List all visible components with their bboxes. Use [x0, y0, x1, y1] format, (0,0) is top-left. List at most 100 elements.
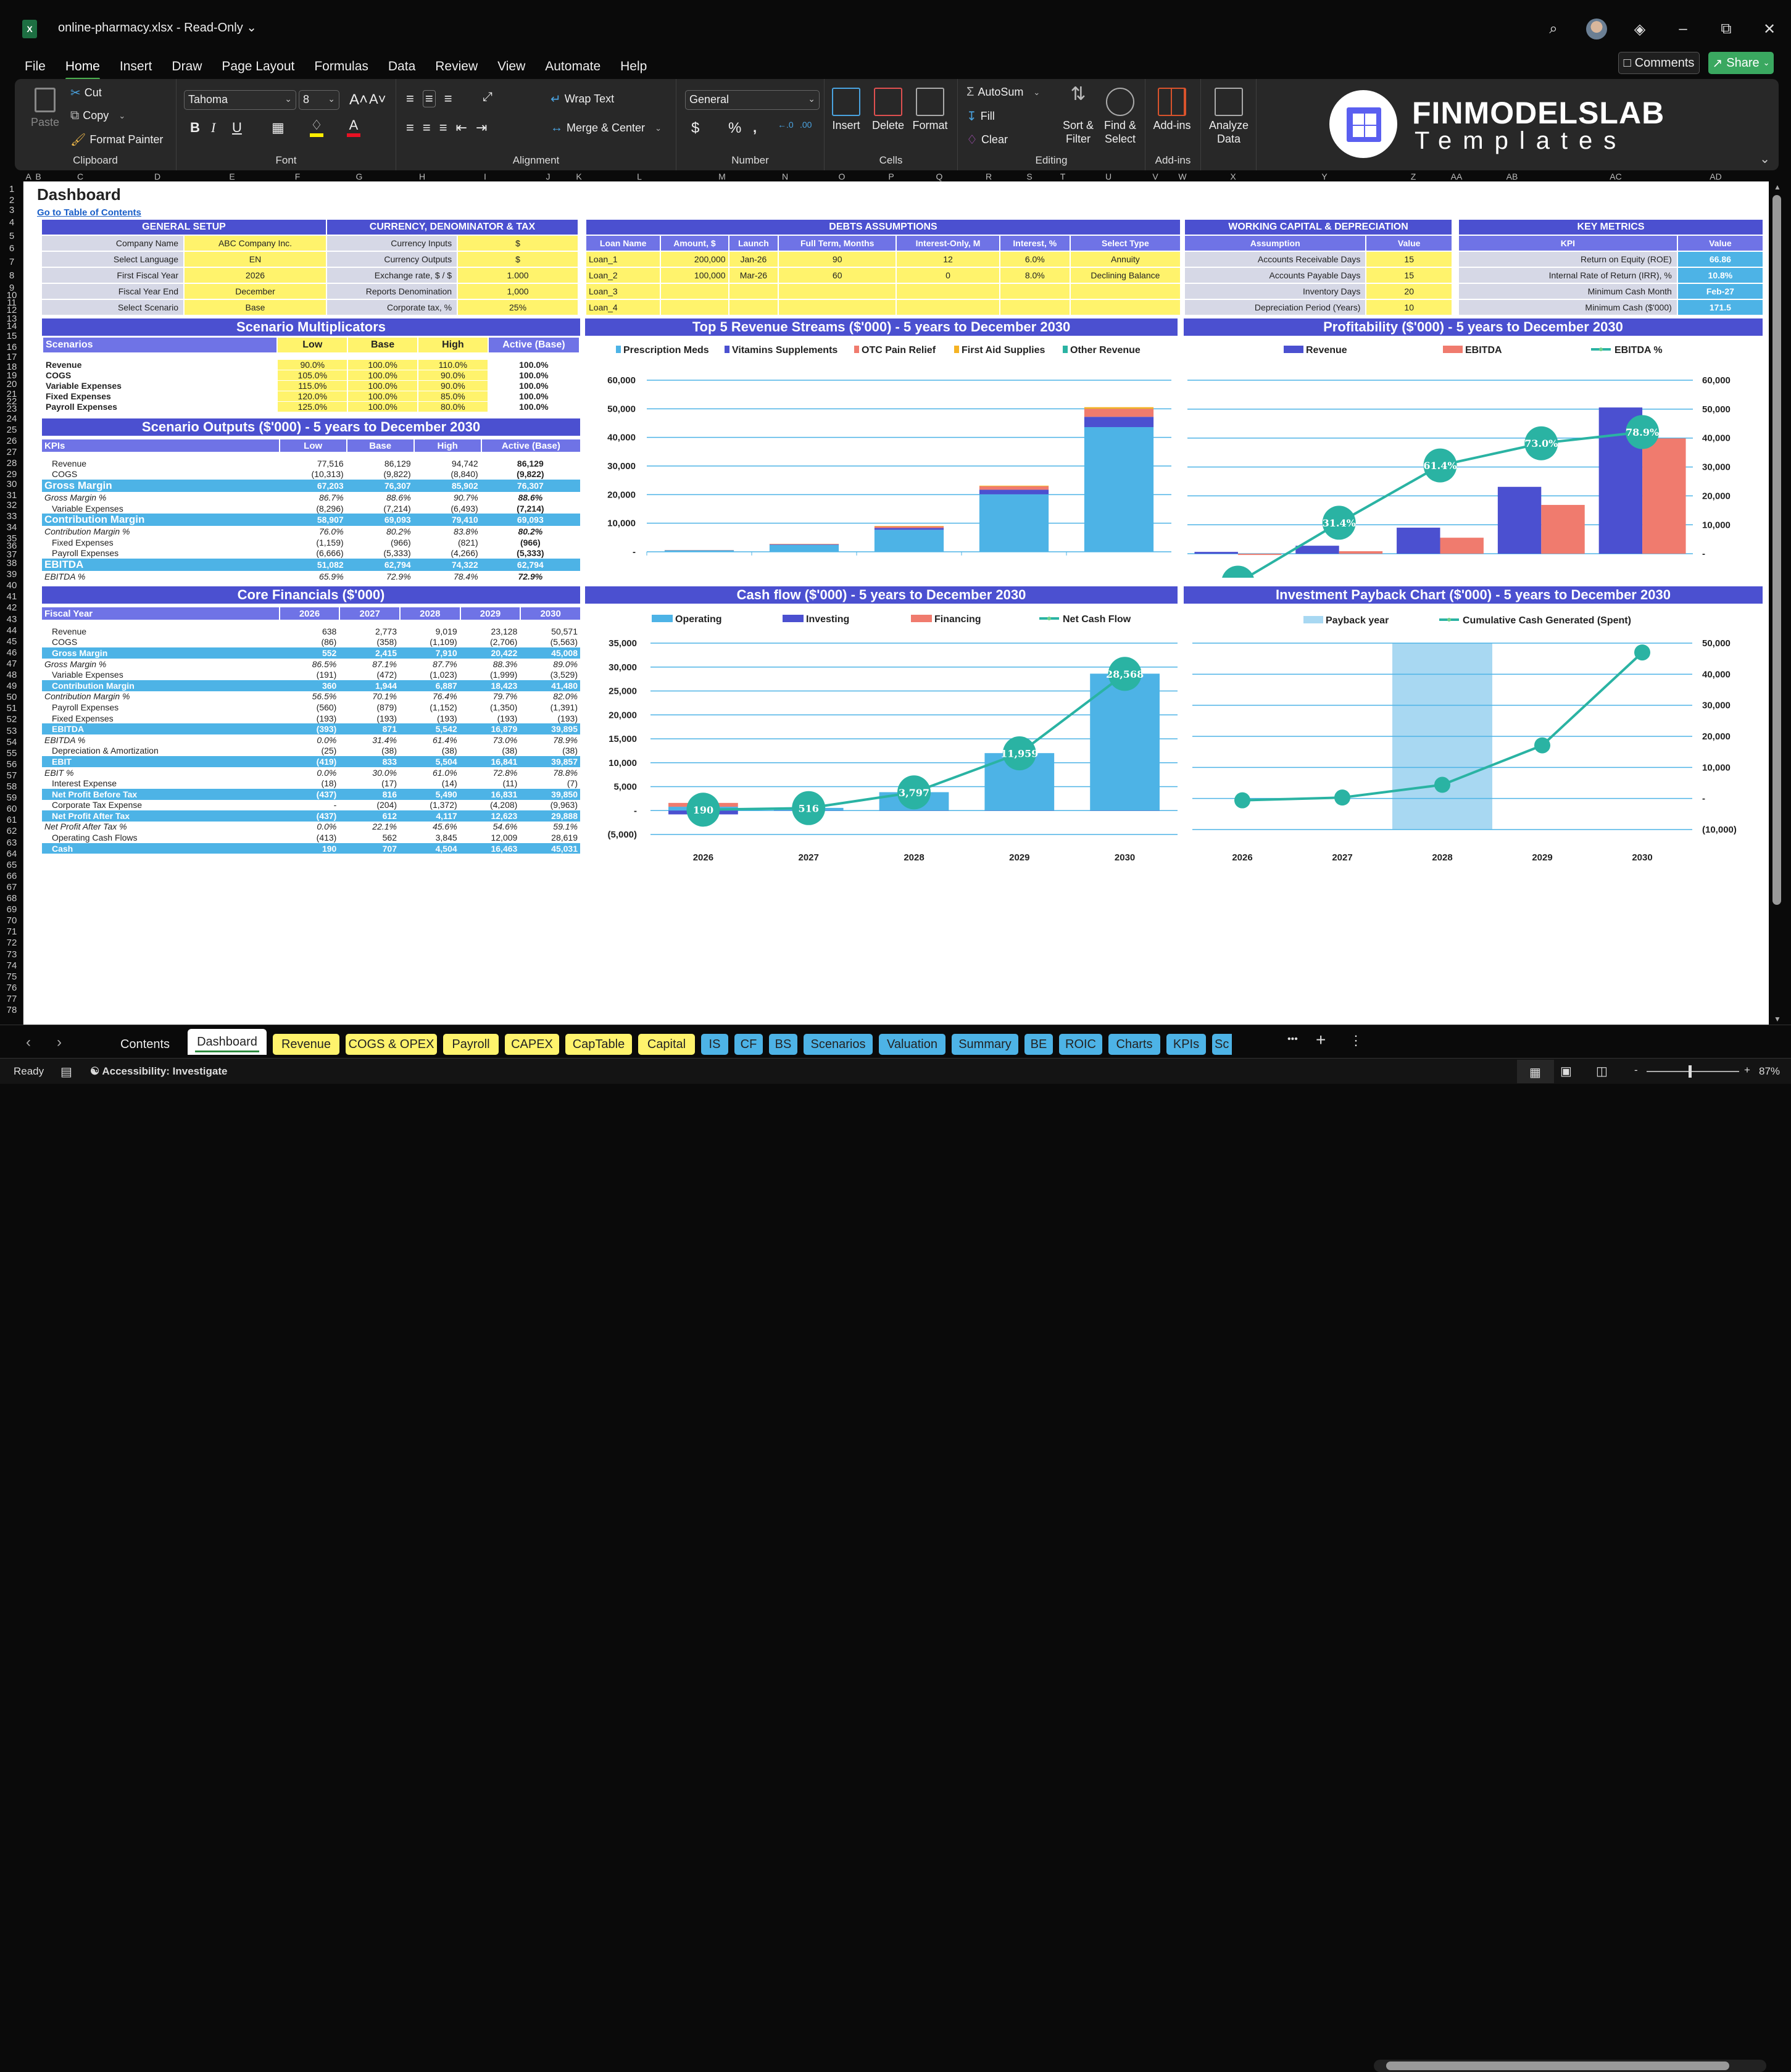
grow-font-button[interactable]: A˄ [349, 91, 368, 109]
bar-segment[interactable] [1084, 417, 1153, 427]
menu-draw[interactable]: Draw [172, 57, 202, 77]
row-header[interactable]: 56 [0, 759, 23, 770]
shrink-font-button[interactable]: A˅ [369, 91, 386, 107]
sheet-tab-capital[interactable]: Capital [638, 1034, 695, 1055]
row-value[interactable]: ABC Company Inc. [185, 236, 326, 251]
scroll-down-icon[interactable]: ▼ [1774, 1015, 1781, 1023]
cash-bar-segment[interactable] [1090, 673, 1160, 810]
format-cells-button[interactable]: Format [910, 88, 950, 132]
row-header[interactable]: 66 [0, 871, 23, 881]
column-header-M[interactable]: M [718, 172, 726, 181]
row-header[interactable]: 23 [0, 404, 23, 414]
align-middle-icon[interactable]: ≡ [423, 90, 436, 107]
row-value[interactable]: $ [458, 236, 578, 251]
row-value[interactable]: 20 [1366, 284, 1452, 299]
tab-prev-button[interactable]: ‹ [26, 1034, 31, 1051]
sheet-tab-cogs-opex[interactable]: COGS & OPEX [346, 1034, 437, 1055]
row-header[interactable]: 29 [0, 469, 23, 480]
sheet-tab-capex[interactable]: CAPEX [505, 1034, 559, 1055]
loan-cell[interactable]: 12 [897, 252, 999, 267]
row-header[interactable]: 31 [0, 490, 23, 501]
row-header[interactable]: 53 [0, 726, 23, 736]
bar-segment[interactable] [875, 526, 944, 528]
vertical-scrollbar[interactable]: ▲▼ [1769, 181, 1791, 1025]
sheet-tab-be[interactable]: BE [1024, 1034, 1053, 1055]
menu-page-layout[interactable]: Page Layout [222, 57, 294, 77]
row-header[interactable]: 51 [0, 703, 23, 714]
scenario-cell[interactable]: 90.0% [418, 381, 488, 391]
align-right-icon[interactable]: ≡ [439, 120, 447, 136]
column-header-E[interactable]: E [229, 172, 235, 181]
column-header-R[interactable]: R [986, 172, 992, 181]
number-format-select[interactable]: General⌄ [685, 90, 820, 110]
column-header-AB[interactable]: AB [1506, 172, 1518, 181]
scenario-cell[interactable]: 100.0% [348, 381, 417, 391]
loan-cell[interactable]: Loan_2 [586, 268, 660, 283]
revenue-bar[interactable] [1498, 487, 1541, 554]
sheet-tab-valuation[interactable]: Valuation [879, 1034, 945, 1055]
fill-button[interactable]: ↧Fill [966, 109, 995, 124]
loan-cell[interactable] [661, 300, 728, 315]
row-header[interactable]: 7 [0, 257, 23, 267]
row-header[interactable]: 54 [0, 737, 23, 747]
column-header-O[interactable]: O [839, 172, 846, 181]
underline-button[interactable]: U [232, 120, 242, 136]
sheet-tab-charts[interactable]: Charts [1108, 1034, 1160, 1055]
row-header[interactable]: 47 [0, 659, 23, 669]
row-header[interactable]: 33 [0, 511, 23, 522]
row-header[interactable]: 74 [0, 960, 23, 971]
loan-cell[interactable]: 90 [779, 252, 896, 267]
horizontal-align-buttons[interactable]: ≡≡≡⇤⇥ [406, 120, 487, 136]
row-value[interactable]: December [185, 284, 326, 299]
row-header[interactable]: 32 [0, 500, 23, 510]
scenario-cell[interactable]: 80.0% [418, 402, 488, 412]
scenario-cell[interactable]: 100.0% [348, 391, 417, 401]
row-header[interactable]: 60 [0, 804, 23, 814]
align-bottom-icon[interactable]: ≡ [444, 91, 452, 107]
sheet-tab-kpis[interactable]: KPIs [1166, 1034, 1206, 1055]
macro-icon[interactable]: ▤ [60, 1064, 72, 1080]
wrap-text-button[interactable]: ↵Wrap Text [551, 91, 614, 107]
column-header-A[interactable]: A [25, 172, 31, 181]
decrease-decimal-button[interactable]: .00 [800, 120, 812, 130]
sheet-tab-cf[interactable]: CF [734, 1034, 763, 1055]
sheet-tab-captable[interactable]: CapTable [565, 1034, 632, 1055]
comma-style-button[interactable]: , [753, 120, 757, 136]
font-color-button[interactable]: A [347, 117, 360, 137]
sheet-tab-revenue[interactable]: Revenue [273, 1034, 339, 1055]
scenario-cell[interactable]: 100.0% [348, 402, 417, 412]
zoom-slider[interactable] [1647, 1071, 1739, 1072]
cash-flow-chart[interactable]: Cash flow ($'000) - 5 years to December … [585, 586, 1178, 870]
menu-automate[interactable]: Automate [545, 57, 600, 77]
scroll-up-icon[interactable]: ▲ [1774, 183, 1781, 191]
menu-review[interactable]: Review [435, 57, 478, 77]
sheet-tab-sc[interactable]: Sc [1212, 1034, 1232, 1055]
loan-cell[interactable] [729, 300, 778, 315]
row-header[interactable]: 44 [0, 625, 23, 636]
scenario-cell[interactable]: 125.0% [278, 402, 347, 412]
search-icon[interactable]: ⌕ [1532, 14, 1575, 44]
scenario-cell[interactable]: 115.0% [278, 381, 347, 391]
row-header[interactable]: 76 [0, 983, 23, 993]
column-header-L[interactable]: L [637, 172, 642, 181]
increase-indent-icon[interactable]: ⇥ [476, 120, 487, 136]
sort-filter-button[interactable]: ⇅Sort &Filter [1058, 88, 1099, 146]
merge-center-button[interactable]: ↔Merge & Center⌄ [551, 121, 662, 135]
loan-cell[interactable] [779, 284, 896, 299]
column-header-U[interactable]: U [1105, 172, 1112, 181]
row-header[interactable]: 70 [0, 915, 23, 926]
row-value[interactable]: Base [185, 300, 326, 315]
column-header-N[interactable]: N [782, 172, 788, 181]
row-header[interactable]: 17 [0, 352, 23, 362]
row-header[interactable]: 6 [0, 243, 23, 254]
row-header[interactable]: 38 [0, 558, 23, 568]
bar-segment[interactable] [770, 544, 839, 545]
scenario-cell[interactable]: 120.0% [278, 391, 347, 401]
row-value[interactable]: 10 [1366, 300, 1452, 315]
worksheet[interactable]: Dashboard Go to Table of Contents GENERA… [23, 181, 1769, 1025]
tab-options-button[interactable]: ⋮ [1349, 1033, 1363, 1049]
row-value[interactable]: EN [185, 252, 326, 267]
loan-cell[interactable] [1071, 284, 1180, 299]
revenue-bar[interactable] [1397, 528, 1440, 554]
